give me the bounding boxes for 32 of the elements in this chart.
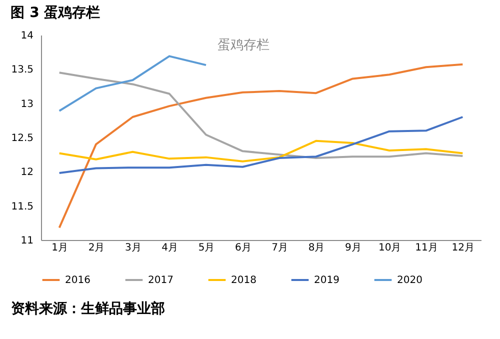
legend-label: 2016: [65, 275, 90, 286]
y-tick-label: 12: [20, 167, 34, 178]
chart-title: 图 3 蛋鸡存栏: [10, 5, 100, 21]
x-tick-label: 4月: [162, 242, 178, 254]
line-series: [58, 72, 464, 159]
x-tick-label: 9月: [344, 242, 362, 254]
line-series: [58, 140, 464, 162]
x-tick-label: 7月: [272, 242, 288, 254]
y-tick-label: 12.5: [11, 133, 34, 144]
x-tick-label: 6月: [234, 242, 252, 254]
legend-label: 2018: [231, 275, 256, 286]
x-tick-label: 8月: [308, 242, 325, 254]
y-tick-label: 13: [20, 98, 34, 110]
line-series: [58, 116, 464, 174]
line-series: [58, 63, 464, 229]
chart-subtitle: 蛋鸡存栏: [217, 38, 270, 53]
legend-label: 2019: [314, 275, 340, 286]
y-tick-label: 11.5: [11, 201, 34, 212]
y-tick-label: 14: [20, 30, 34, 42]
line-series: [58, 55, 207, 112]
x-tick-label: 11月: [415, 242, 438, 254]
x-tick-label: 3月: [124, 242, 142, 254]
y-tick-label: 13.5: [11, 64, 34, 76]
x-tick-label: 5月: [198, 242, 215, 254]
x-tick-label: 12月: [452, 242, 475, 254]
text: 资料来源：生鲜品事业部: [11, 300, 165, 317]
x-tick-label: 1月: [52, 242, 68, 254]
x-tick-label: 10月: [378, 242, 402, 254]
legend-label: 2017: [148, 275, 174, 286]
x-tick-label: 2月: [88, 242, 105, 254]
y-tick-label: 11: [20, 236, 34, 246]
legend-label: 2020: [397, 275, 422, 286]
